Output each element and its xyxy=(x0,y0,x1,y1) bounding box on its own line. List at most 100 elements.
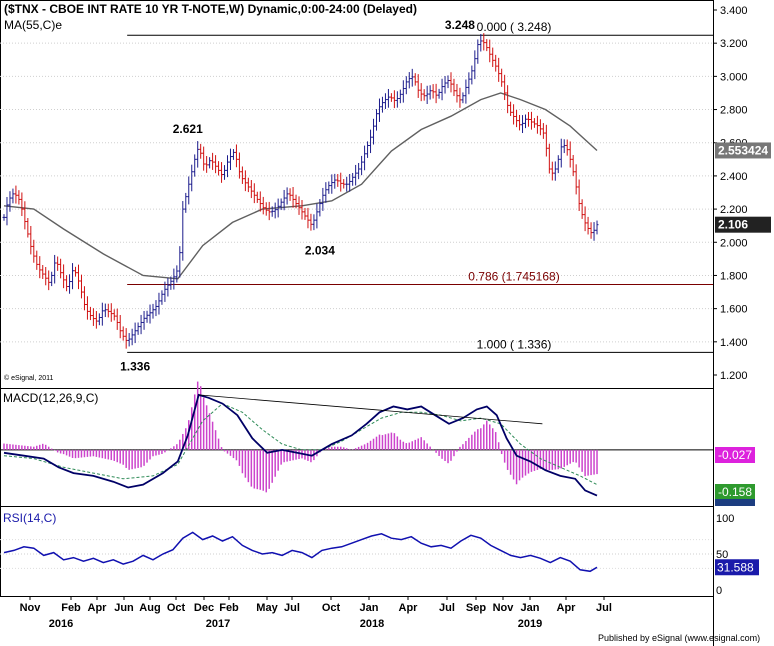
price-tick-label: 2.200 xyxy=(720,204,748,216)
price-bar xyxy=(20,192,24,217)
rsi-line xyxy=(3,531,598,573)
price-bar xyxy=(77,264,80,290)
price-bar xyxy=(71,263,75,290)
price-bar xyxy=(94,311,98,329)
price-bar xyxy=(234,144,238,168)
price-bar xyxy=(148,304,152,324)
price-bar xyxy=(50,271,54,287)
x-month-label: Jan xyxy=(360,602,379,614)
rsi-box xyxy=(715,559,759,576)
price-bar xyxy=(294,194,298,209)
price-bar xyxy=(398,89,402,104)
price-bar xyxy=(458,87,462,108)
fibonacci-levels: 0.000 ( 3.248) 0.786 (1.745168) 1.000 ( 1.… xyxy=(127,20,713,353)
price-bar xyxy=(38,256,42,279)
x-month-label: Jul xyxy=(439,602,455,614)
price-bar xyxy=(11,188,15,204)
price-bar xyxy=(476,39,480,64)
price-bar xyxy=(521,115,525,134)
price-bar xyxy=(196,141,200,168)
price-bar xyxy=(404,76,408,95)
price-bar xyxy=(142,310,146,330)
price-bar xyxy=(407,72,411,89)
price-bars xyxy=(2,33,599,349)
price-bar xyxy=(348,173,352,192)
macd-signal-box xyxy=(715,499,755,506)
price-bar xyxy=(422,89,426,101)
price-tick-label: 1.600 xyxy=(720,304,748,316)
fib-level-label: 1.000 ( 1.336) xyxy=(477,337,552,351)
price-bar xyxy=(26,218,30,238)
price-bar xyxy=(377,98,381,122)
price-bar xyxy=(535,115,539,134)
price-bar xyxy=(413,73,417,86)
price-bar xyxy=(485,39,489,52)
price-tick-label: 3.400 xyxy=(720,5,748,17)
price-bar xyxy=(345,176,349,192)
price-bar xyxy=(357,162,361,180)
price-bar xyxy=(339,172,343,192)
price-bar xyxy=(226,155,229,178)
price-bar xyxy=(562,139,566,154)
price-bar xyxy=(512,104,516,125)
price-bar xyxy=(425,85,429,105)
price-bar xyxy=(416,74,420,98)
price-bar xyxy=(124,328,128,349)
price-bar xyxy=(443,76,447,94)
price-bar xyxy=(553,161,557,181)
macd-last: -0.158 xyxy=(718,485,752,499)
price-bar xyxy=(255,191,259,203)
swing-annotation: 2.034 xyxy=(305,244,335,258)
panel-frames xyxy=(0,0,714,646)
ma-last-value-bg xyxy=(715,142,771,159)
moving-average-layer xyxy=(3,92,598,280)
macd-hist-last: -0.027 xyxy=(718,448,752,462)
price-bar xyxy=(97,313,101,326)
x-month-label: Oct xyxy=(167,602,186,614)
macd-layer: 0-0.027-0.158 xyxy=(0,381,755,506)
rsi-tick-label: 0 xyxy=(716,585,722,597)
price-bar xyxy=(580,199,584,219)
price-bar xyxy=(380,96,384,113)
x-month-label: Oct xyxy=(322,602,341,614)
x-month-label: Jul xyxy=(596,602,612,614)
price-bar xyxy=(178,246,182,278)
swing-annotation: 3.248 xyxy=(445,18,475,32)
price-bar xyxy=(529,111,533,130)
price-bar xyxy=(240,166,244,184)
price-bar xyxy=(228,148,232,171)
price-last-value: 2.106 xyxy=(718,218,748,232)
price-bar xyxy=(383,93,387,109)
price-bar xyxy=(23,201,27,230)
price-bar xyxy=(205,156,209,173)
price-bar xyxy=(130,328,134,346)
price-bar xyxy=(243,170,247,192)
price-bar xyxy=(431,84,435,99)
price-bar xyxy=(327,181,331,194)
price-bar xyxy=(202,146,206,171)
price-bar xyxy=(288,188,292,201)
x-year-label: 2016 xyxy=(49,618,73,630)
price-bar xyxy=(8,191,12,212)
x-month-label: Sep xyxy=(466,602,486,614)
price-bar xyxy=(428,85,432,100)
price-bar xyxy=(35,250,39,270)
price-last-value-bg xyxy=(715,216,771,233)
price-bar xyxy=(544,124,548,157)
price-bar xyxy=(437,88,441,99)
price-bar xyxy=(258,191,262,212)
price-bar xyxy=(14,185,18,204)
x-month-label: Feb xyxy=(61,602,81,614)
price-bar xyxy=(184,192,188,213)
price-bar xyxy=(29,225,33,255)
price-bar xyxy=(59,258,63,279)
price-bar xyxy=(467,72,471,95)
price-bar xyxy=(565,139,569,156)
price-bar xyxy=(276,198,280,218)
price-bar xyxy=(559,138,563,168)
price-bar xyxy=(133,322,137,344)
price-bar xyxy=(237,152,241,179)
price-bar xyxy=(479,34,483,52)
price-tick-label: 1.400 xyxy=(720,337,748,349)
price-bar xyxy=(169,276,173,290)
